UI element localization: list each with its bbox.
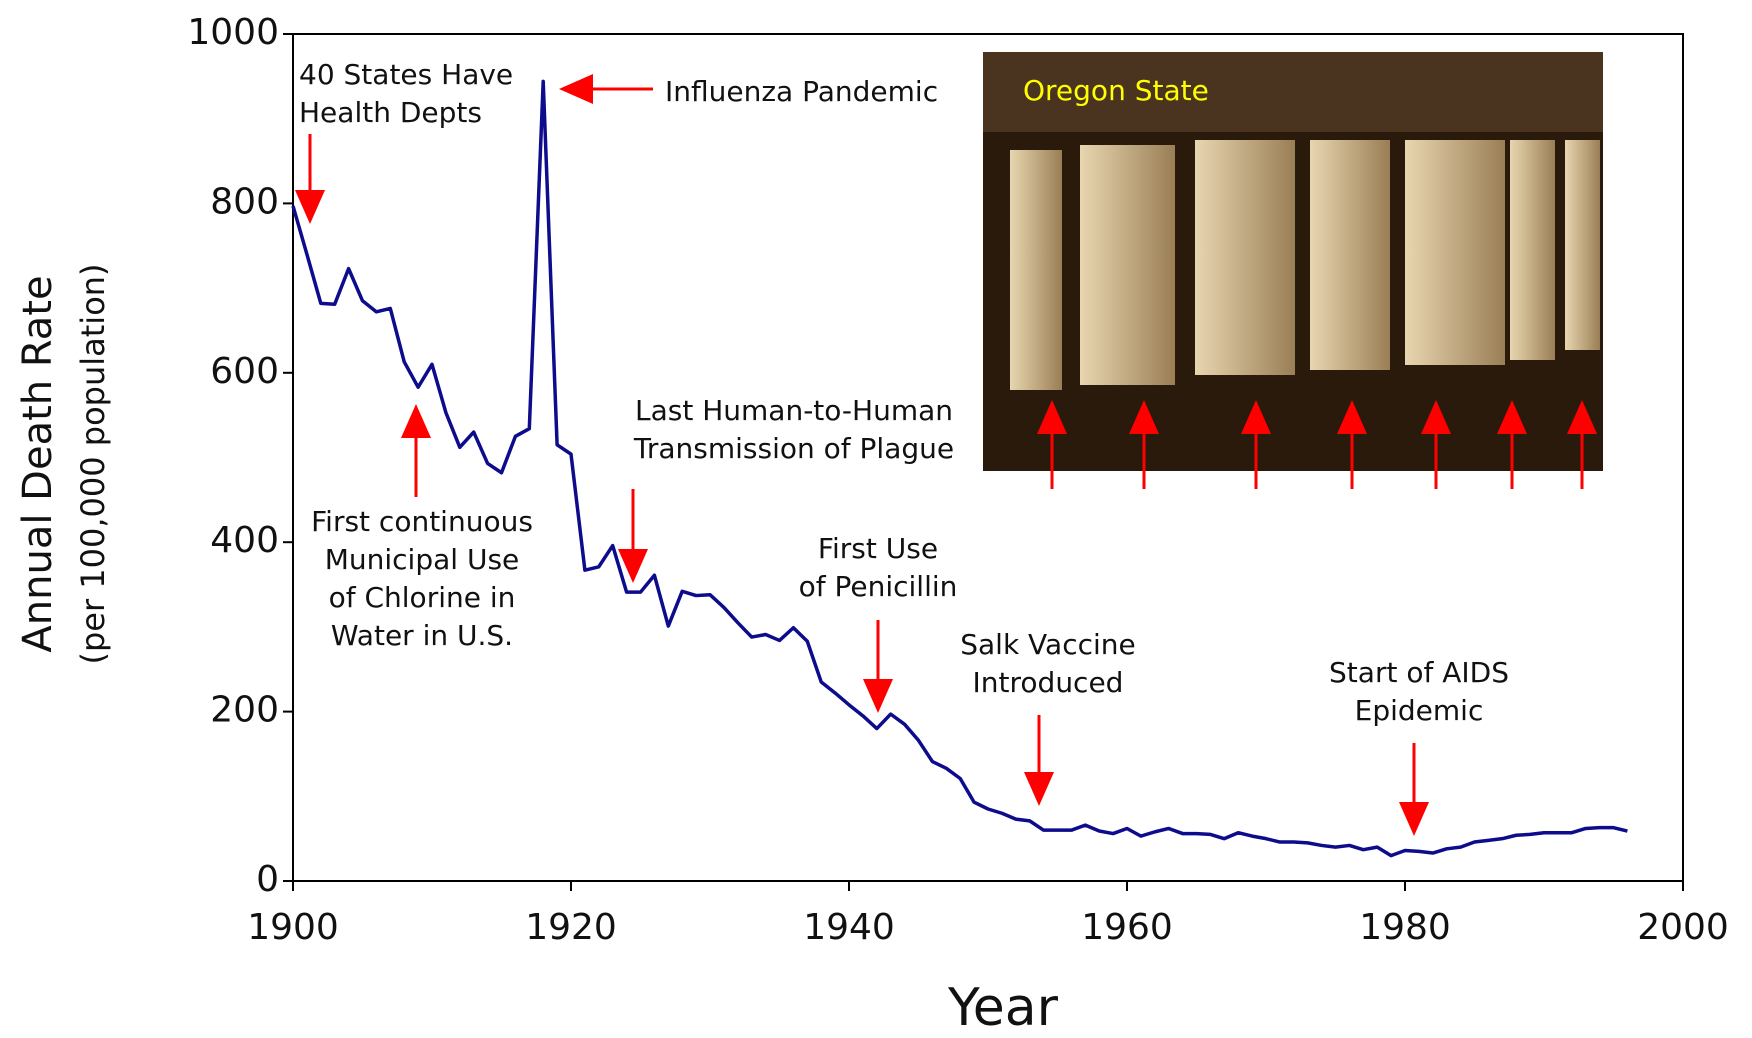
y-tick-label: 1000 <box>187 12 279 53</box>
y-tick-label: 200 <box>210 690 279 731</box>
x-tick-label: 1940 <box>803 907 895 948</box>
annotation: Start of AIDS <box>1329 656 1509 689</box>
annotation: Epidemic <box>1355 694 1484 727</box>
y-tick-label: 0 <box>256 859 279 900</box>
annotation: Last Human-to-Human <box>635 394 953 427</box>
annotation: Municipal Use <box>325 543 520 576</box>
arrow-head <box>401 404 431 438</box>
annotation: of Chlorine in <box>329 581 516 614</box>
annotation: 40 States Have <box>299 58 513 91</box>
arrow-head <box>1399 802 1429 836</box>
annotation: Water in U.S. <box>331 619 513 652</box>
y-axis-title: Annual Death Rate <box>15 275 61 652</box>
annotation: Salk Vaccine <box>960 628 1136 661</box>
annotation: Transmission of Plague <box>633 432 954 465</box>
arrow-head <box>295 190 325 224</box>
arrow-head <box>863 679 893 713</box>
annotation: Introduced <box>973 666 1124 699</box>
y-tick-label: 600 <box>210 351 279 392</box>
y-axis-subtitle: (per 100,000 population) <box>74 263 112 664</box>
x-tick-label: 1920 <box>525 907 617 948</box>
annotation: Influenza Pandemic <box>665 75 938 108</box>
y-tick-label: 400 <box>210 520 279 561</box>
annotation: Health Depts <box>299 96 482 129</box>
arrow-head <box>1024 772 1054 806</box>
annotation: of Penicillin <box>799 570 958 603</box>
chart: Oregon State Year Annual Death Rate (per… <box>0 0 1752 1038</box>
arrow-head <box>559 74 593 104</box>
inset-label: Oregon State <box>1023 74 1209 107</box>
x-tick-label: 1980 <box>1359 907 1451 948</box>
x-tick-label: 1960 <box>1081 907 1173 948</box>
x-tick-label: 2000 <box>1637 907 1729 948</box>
annotation: First continuous <box>311 505 533 538</box>
x-axis-title: Year <box>947 978 1059 1038</box>
y-tick-label: 800 <box>210 181 279 222</box>
annotation: First Use <box>818 532 938 565</box>
x-tick-label: 1900 <box>247 907 339 948</box>
